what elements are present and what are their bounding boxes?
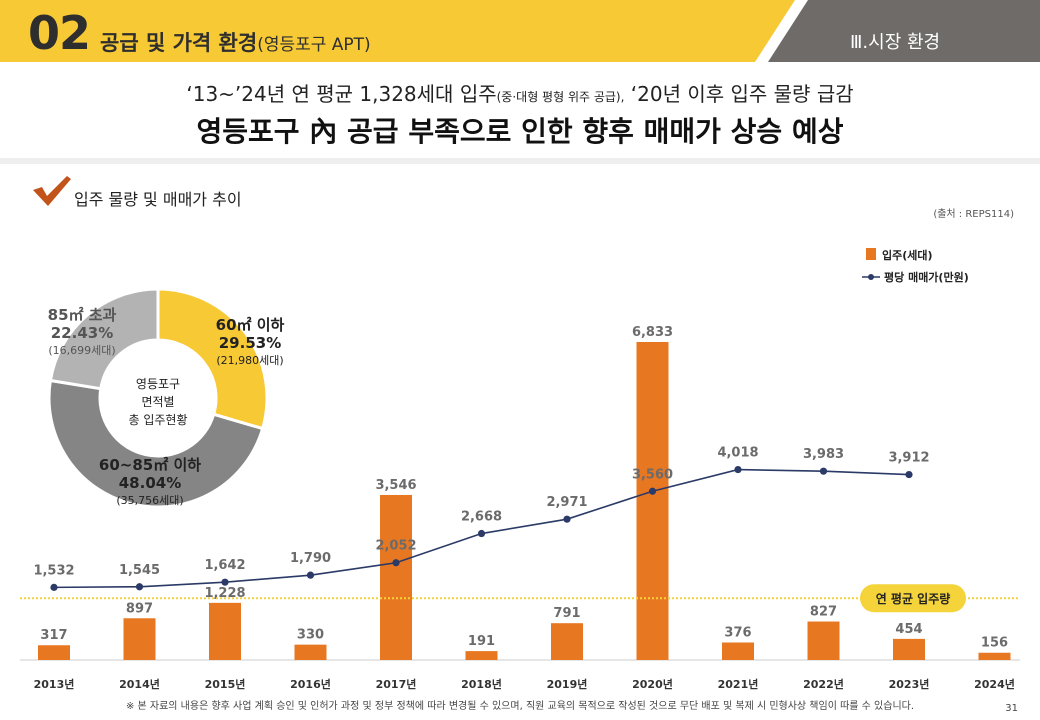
donut-slice-percent-1: 29.53% xyxy=(219,334,281,352)
bar-2014년 xyxy=(123,618,156,660)
header-band xyxy=(0,0,1040,62)
tick-label-2018년: 2018년 xyxy=(461,677,502,691)
bar-label-2017년: 3,546 xyxy=(375,478,416,493)
bar-2016년 xyxy=(294,644,327,660)
price-point-2020년 xyxy=(648,487,657,495)
page-number: 31 xyxy=(1005,703,1018,714)
headline-line1-small: (중·대형 평형 위주 공급), xyxy=(496,90,625,104)
header-dark-band xyxy=(768,0,1040,62)
legend-bar-label: 입주(세대) xyxy=(882,248,933,262)
donut-slice-name-3: 85㎡ 초과 xyxy=(48,306,117,324)
disclaimer-footnote: ※ 본 자료의 내용은 향후 사업 계획 승인 및 인허가 과정 및 정부 정책… xyxy=(125,701,915,712)
headline-line1-a: ‘13~’24년 연 평균 1,328세대 입주 xyxy=(186,82,497,106)
price-point-2015년 xyxy=(221,578,229,586)
donut-slice-percent-2: 48.04% xyxy=(119,474,181,492)
tick-label-2021년: 2021년 xyxy=(718,677,759,691)
headline-line1: ‘13~’24년 연 평균 1,328세대 입주(중·대형 평형 위주 공급),… xyxy=(0,78,1040,107)
donut-slice-3 xyxy=(48,287,160,391)
page-title: 공급 및 가격 환경(영등포구 APT) xyxy=(100,27,371,57)
headline-divider xyxy=(0,158,1040,164)
bar-label-2016년: 330 xyxy=(297,628,324,643)
price-label-2020년: 3,560 xyxy=(632,467,673,482)
section-number: 02 xyxy=(28,6,91,60)
donut-slice-count-1: (21,980세대) xyxy=(216,354,283,367)
donut-center-text-1: 영등포구 xyxy=(136,377,180,391)
bar-label-2023년: 454 xyxy=(895,622,922,637)
price-point-2017년 xyxy=(392,559,400,567)
price-label-2018년: 2,668 xyxy=(461,510,502,525)
donut-center-text-3: 총 입주현황 xyxy=(128,413,187,427)
donut-slice-2 xyxy=(47,378,265,509)
price-point-2023년 xyxy=(905,470,913,479)
chart-section-title: 입주 물량 및 매매가 추이 xyxy=(74,190,242,209)
bar-2021년 xyxy=(722,642,754,660)
headline-line2: 영등포구 內 공급 부족으로 인한 향후 매매가 상승 예상 xyxy=(196,115,844,148)
page-title-main: 공급 및 가격 환경 xyxy=(100,31,258,55)
price-point-2013년 xyxy=(50,583,58,591)
bar-label-2019년: 791 xyxy=(553,606,580,621)
donut-slice-name-2: 60~85㎡ 이하 xyxy=(99,456,201,474)
bar-label-2021년: 376 xyxy=(724,626,751,641)
bar-2013년 xyxy=(38,645,70,660)
tick-label-2022년: 2022년 xyxy=(803,677,844,691)
tick-label-2024년: 2024년 xyxy=(974,677,1015,691)
bar-label-2014년: 897 xyxy=(126,601,153,616)
price-label-2015년: 1,642 xyxy=(204,558,245,573)
price-point-2016년 xyxy=(306,571,315,579)
tick-label-2019년: 2019년 xyxy=(547,677,588,691)
price-label-2023년: 3,912 xyxy=(888,451,929,466)
bar-label-2015년: 1,228 xyxy=(204,586,245,601)
price-point-2022년 xyxy=(819,467,828,475)
donut-slice-percent-3: 22.43% xyxy=(51,324,113,342)
tick-label-2015년: 2015년 xyxy=(205,677,246,691)
bar-2022년 xyxy=(807,621,840,660)
price-point-2018년 xyxy=(477,529,486,538)
bar-label-2022년: 827 xyxy=(810,605,837,620)
donut-slice-count-3: (16,699세대) xyxy=(48,344,115,357)
price-point-2021년 xyxy=(734,465,742,474)
bar-2015년 xyxy=(209,602,241,660)
bar-label-2018년: 191 xyxy=(468,634,495,649)
price-label-2021년: 4,018 xyxy=(717,446,758,461)
bar-2017년 xyxy=(380,494,412,660)
price-label-2022년: 3,983 xyxy=(803,447,844,462)
tick-label-2014년: 2014년 xyxy=(119,677,160,691)
average-supply-badge xyxy=(860,584,966,613)
source-note: (출처 : REPS114) xyxy=(933,209,1014,220)
headline-line1-b: ‘20년 이후 입주 물량 급감 xyxy=(624,82,854,106)
tick-label-2023년: 2023년 xyxy=(889,677,930,691)
tick-label-2020년: 2020년 xyxy=(632,677,673,691)
bar-2023년 xyxy=(893,638,925,660)
donut-slice-count-2: (35,756세대) xyxy=(116,494,183,507)
bar-2020년 xyxy=(636,342,669,660)
tick-label-2013년: 2013년 xyxy=(34,677,75,691)
legend-line-label: 평당 매매가(만원) xyxy=(884,270,969,284)
bar-2019년 xyxy=(551,623,583,660)
bar-2018년 xyxy=(465,651,498,660)
tick-label-2017년: 2017년 xyxy=(376,677,417,691)
price-point-2019년 xyxy=(563,515,571,523)
price-label-2014년: 1,545 xyxy=(119,563,160,578)
donut-slice-1 xyxy=(156,287,269,431)
legend-bar-swatch xyxy=(866,248,876,260)
price-label-2017년: 2,052 xyxy=(375,539,416,554)
average-supply-label: 연 평균 입주량 xyxy=(876,591,951,606)
bar-label-2020년: 6,833 xyxy=(632,325,673,340)
page-title-suffix: (영등포구 APT) xyxy=(257,35,371,55)
bar-2024년 xyxy=(978,652,1011,660)
price-label-2016년: 1,790 xyxy=(290,551,331,566)
price-point-2014년 xyxy=(135,583,144,591)
donut-center-text-2: 면적별 xyxy=(141,395,174,409)
legend-line-marker xyxy=(868,274,874,280)
tick-label-2016년: 2016년 xyxy=(290,677,331,691)
header-yellow-band xyxy=(0,0,795,62)
bar-label-2013년: 317 xyxy=(40,628,67,643)
bar-label-2024년: 156 xyxy=(981,636,1008,651)
section-label: Ⅲ.시장 환경 xyxy=(850,32,941,53)
price-label-2019년: 2,971 xyxy=(546,495,587,510)
price-label-2013년: 1,532 xyxy=(33,563,74,578)
checkmark-icon xyxy=(33,176,71,206)
donut-slice-name-1: 60㎡ 이하 xyxy=(216,316,285,334)
